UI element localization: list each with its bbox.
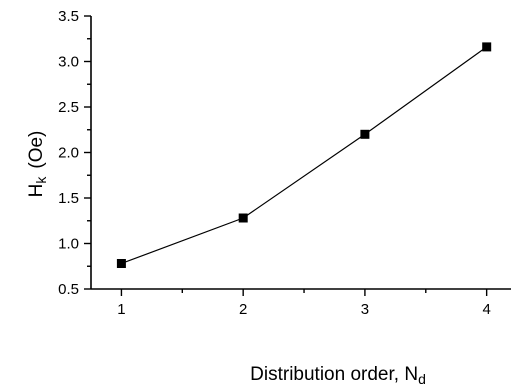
data-point (238, 213, 248, 223)
x-axis-ticks: 1 2 3 4 (117, 289, 491, 318)
y-tick-label: 3.5 (58, 8, 79, 25)
y-tick-label: 3.0 (58, 54, 79, 71)
series-line (121, 46, 488, 265)
data-point (482, 42, 492, 52)
x-tick-label: 2 (239, 301, 247, 318)
y-axis-ticks: 0.5 1.0 1.5 2.0 2.5 3.0 3.5 (58, 8, 91, 298)
y-tick-label: 0.5 (58, 281, 79, 298)
data-point (360, 129, 370, 139)
series-markers (116, 42, 492, 268)
x-tick-label: 4 (482, 301, 490, 318)
y-axis-title: Hk(Oe) (26, 131, 49, 198)
y-tick-label: 1.0 (58, 236, 79, 253)
y-tick-label: 1.5 (58, 190, 79, 207)
data-point (116, 259, 126, 268)
y-tick-label: 2.0 (58, 145, 79, 162)
x-tick-label: 1 (117, 301, 125, 318)
x-axis-title: Distribution order, Nd (250, 364, 426, 386)
y-tick-label: 2.5 (58, 99, 79, 116)
x-tick-label: 3 (361, 301, 369, 318)
